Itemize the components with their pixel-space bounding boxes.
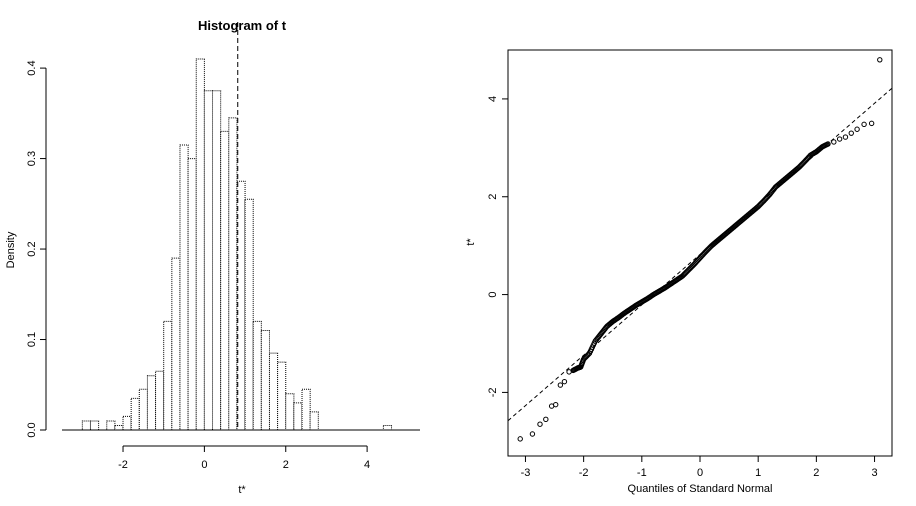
qq-point	[861, 121, 867, 128]
histogram-bar	[155, 370, 165, 431]
qq-x-tick-label: 3	[871, 467, 877, 479]
histogram-bar	[301, 388, 311, 431]
qq-point	[842, 134, 849, 140]
histogram-y-tick-label: 0.2	[26, 241, 38, 256]
qq-point	[543, 416, 549, 423]
qq-point	[868, 120, 875, 127]
histogram-y-tick-label: 0.4	[26, 60, 38, 75]
qq-point	[695, 257, 701, 263]
qq-point	[848, 130, 854, 136]
histogram-bars	[81, 58, 393, 431]
histogram-bar	[171, 257, 181, 431]
qq-y-tick-label: 2	[487, 194, 499, 200]
qq-x-tick-label: -2	[579, 467, 589, 479]
qq-point	[584, 352, 591, 358]
qq-plot-panel: -3 -2 -1 0 1 2 3 -2 0 2 4 Quantiles of Standard N…	[465, 49, 893, 495]
qq-point	[854, 126, 860, 132]
qq-y-tick-label: -2	[487, 388, 499, 398]
qq-point	[561, 378, 568, 385]
qq-point	[517, 436, 523, 442]
qq-x-tick-label: 1	[755, 467, 761, 479]
histogram-bar	[293, 402, 303, 431]
qq-point	[794, 166, 800, 172]
histogram-x-axis: -2 0 2 4	[118, 445, 370, 471]
histogram-x-tick-label: 0	[201, 459, 207, 471]
qq-y-axis-label: t*	[465, 238, 477, 246]
qq-point	[689, 263, 695, 269]
histogram-bar	[382, 424, 393, 431]
qq-point	[805, 154, 812, 160]
histogram-bar	[228, 117, 238, 431]
qq-point	[537, 421, 543, 427]
qq-point	[753, 205, 759, 211]
qq-point	[765, 193, 771, 200]
qq-x-axis: -3 -2 -1 0 1 2 3	[521, 455, 878, 479]
histogram-bar	[203, 90, 214, 431]
qq-x-tick-label: -1	[637, 467, 647, 479]
histogram-x-tick-label: 4	[364, 459, 370, 471]
qq-point	[770, 186, 777, 193]
histogram-bar	[195, 58, 205, 431]
qq-points	[517, 57, 883, 442]
histogram-y-axis: 0.0 0.1 0.2 0.3 0.4	[26, 60, 47, 438]
qq-y-tick-label: 0	[487, 292, 499, 298]
histogram-bar	[114, 424, 124, 431]
qq-point	[877, 57, 883, 63]
histogram-bar	[138, 388, 148, 431]
histogram-bar	[106, 420, 116, 431]
qq-point	[800, 160, 806, 167]
qq-point	[831, 139, 837, 145]
qq-plot-box	[507, 49, 893, 457]
qq-point	[553, 401, 559, 408]
qq-point	[683, 269, 690, 275]
histogram-x-tick-label: 2	[283, 459, 289, 471]
histogram-bar	[163, 320, 173, 431]
histogram-bar	[285, 393, 295, 431]
qq-point	[602, 326, 608, 332]
qq-y-tick-label: 4	[487, 96, 499, 102]
histogram-x-tick-label: -2	[118, 459, 128, 471]
qq-point	[706, 244, 713, 251]
histogram-y-axis-label: Density	[5, 231, 17, 268]
histogram-bar	[220, 130, 230, 431]
histogram-y-tick-label: 0.1	[26, 332, 38, 347]
histogram-y-tick-label: 0.0	[26, 422, 38, 437]
histogram-bar	[122, 415, 132, 431]
qq-x-tick-label: 0	[697, 467, 703, 479]
histogram-bar	[309, 411, 319, 431]
histogram-bar	[212, 90, 222, 431]
histogram-title: Histogram of t	[198, 18, 287, 33]
histogram-bar	[130, 397, 140, 431]
histogram-bar	[244, 198, 254, 431]
qq-point	[557, 382, 564, 388]
qq-point	[529, 431, 536, 437]
histogram-bar	[179, 144, 189, 431]
qq-point	[836, 136, 843, 142]
qq-point	[701, 250, 707, 257]
qq-x-tick-label: 2	[813, 467, 819, 479]
qq-point	[759, 199, 765, 206]
histogram-bar	[260, 329, 270, 431]
histogram-y-tick-label: 0.3	[26, 151, 38, 166]
qq-point	[824, 141, 830, 148]
histogram-bar	[268, 352, 279, 431]
histogram-bar	[252, 320, 262, 431]
qq-x-tick-label: -3	[521, 467, 531, 479]
histogram-bar	[277, 361, 287, 431]
histogram-bar	[81, 420, 91, 431]
qq-y-axis: -2 0 2 4	[487, 96, 509, 398]
histogram-bar	[89, 420, 100, 431]
histogram-bar	[146, 375, 157, 431]
qq-x-axis-label: Quantiles of Standard Normal	[628, 483, 773, 495]
histogram-panel: Histogram of t -2 0 2 4 0.00.10.20.30.4 t* …	[5, 18, 420, 496]
histogram-bar	[187, 158, 197, 431]
qq-point	[596, 333, 602, 339]
histogram-x-axis-label: t*	[238, 484, 246, 496]
